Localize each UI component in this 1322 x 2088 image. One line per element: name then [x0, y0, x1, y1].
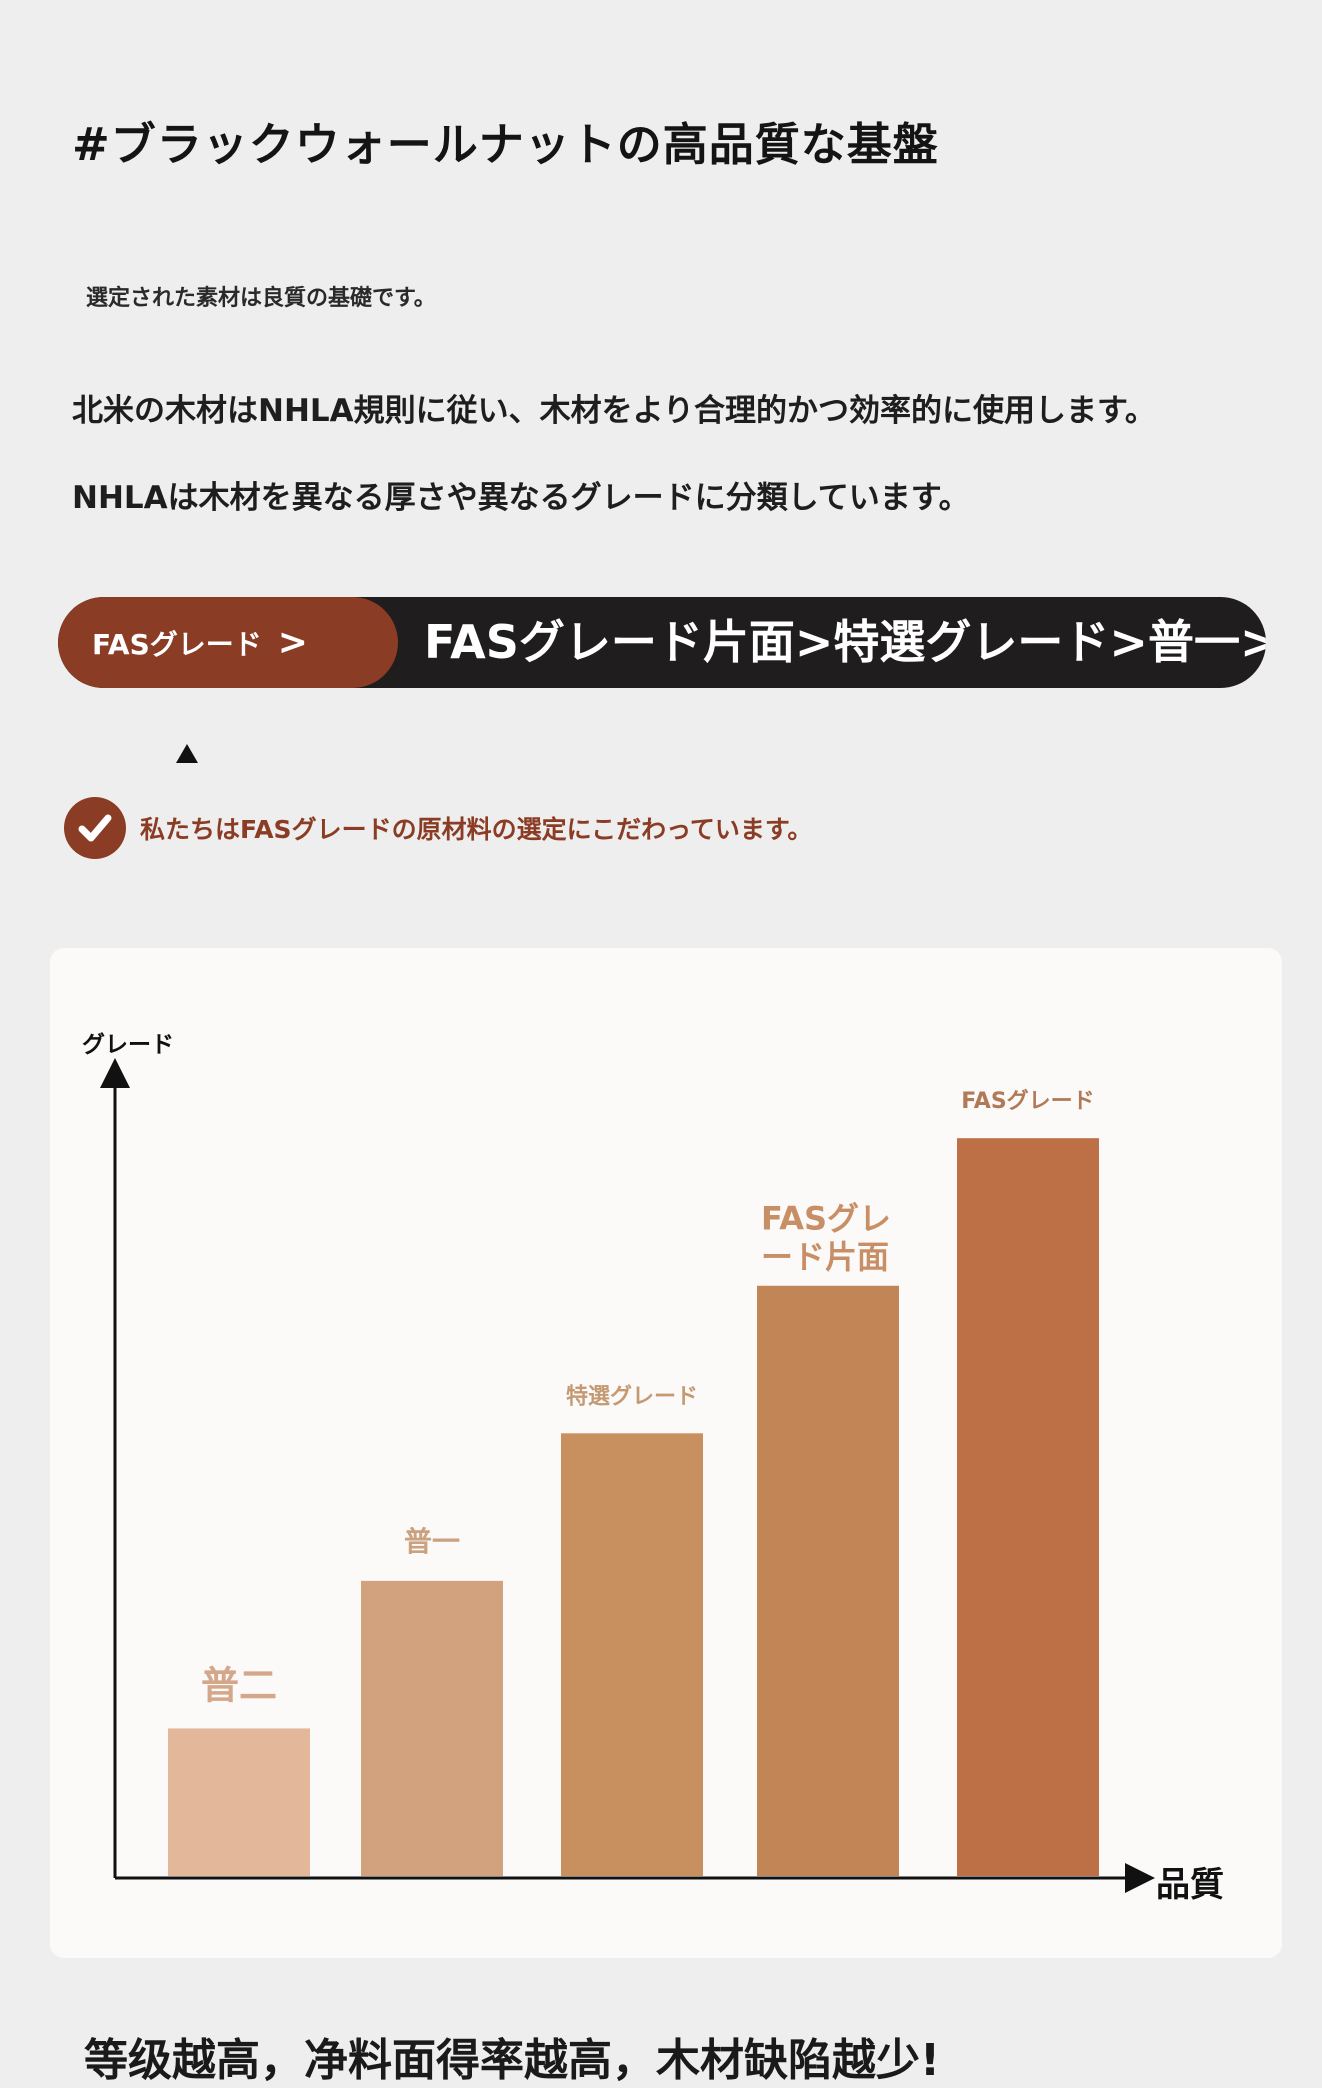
triangle-up-icon: [176, 744, 198, 763]
bar-3: [561, 1433, 703, 1876]
bar-label-2: 普一: [404, 1525, 460, 1558]
grade-pill: FASグレード >: [58, 597, 398, 688]
bar-label-4: FASグレード片面: [761, 1199, 891, 1275]
grade-quality-chart: グレード 品質 普二 普一 特選グレード FASグレード片面 FASグレード: [50, 948, 1282, 1958]
paragraph-nhla-classification: NHLAは木材を異なる厚さや異なるグレードに分類しています。: [72, 480, 970, 516]
grade-pill-label: FASグレード: [92, 627, 262, 661]
bar-label-3: 特選グレード: [566, 1383, 698, 1409]
page-title: #ブラックウォールナットの高品質な基盤: [72, 118, 939, 171]
bar-5: [957, 1138, 1099, 1876]
bar-1: [168, 1728, 310, 1876]
bar-label-5: FASグレード: [961, 1088, 1094, 1114]
bars-group: 普二 普一 特選グレード FASグレード片面 FASグレード: [168, 1088, 1099, 1876]
selection-note-text: 私たちはFASグレードの原材料の選定にこだわっています。: [140, 815, 813, 844]
bar-label-1: 普二: [201, 1663, 277, 1707]
bar-2: [361, 1580, 503, 1876]
subtitle: 選定された素材は良質の基礎です。: [86, 286, 436, 311]
bottom-caption: 等级越高，净料面得率越高，木材缺陷越少!: [84, 2035, 941, 2086]
chart-svg: グレード 品質 普二 普一 特選グレード FASグレード片面 FASグレード: [82, 1031, 1224, 1905]
paragraph-nhla-rules: 北米の木材はNHLA規則に従い、木材をより合理的かつ効率的に使用します。: [72, 393, 1156, 429]
bar-4: [757, 1285, 899, 1876]
selection-note: 私たちはFASグレードの原材料の選定にこだわっています。: [64, 797, 812, 859]
y-axis-label: グレード: [82, 1031, 174, 1058]
chevron-right-icon: >: [277, 622, 308, 663]
grade-order-banner: FASグレード > FASグレード片面>特選グレード>普一>普: [58, 597, 1266, 688]
checkmark-icon: [64, 797, 126, 859]
x-axis-label: 品質: [1156, 1865, 1224, 1905]
grade-order-text: FASグレード片面>特選グレード>普一>普: [424, 615, 1266, 669]
